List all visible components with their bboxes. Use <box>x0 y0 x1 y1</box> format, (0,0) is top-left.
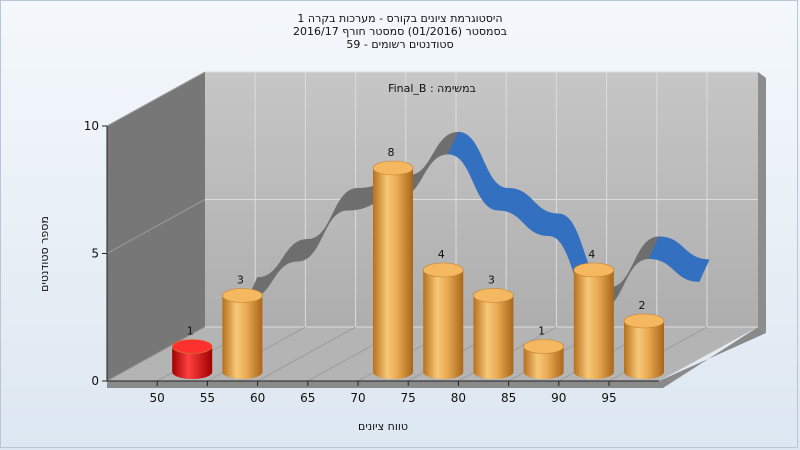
grid-line-floor <box>257 326 356 382</box>
bar-value-label: 4 <box>438 248 445 261</box>
bar-70: 8 <box>372 146 414 379</box>
y-tick-label: 0 <box>91 374 99 388</box>
x-tick-label: 75 <box>401 391 416 405</box>
bar-body <box>473 295 514 379</box>
y-tick-label: 5 <box>91 247 99 261</box>
bar-body <box>523 346 564 380</box>
bar-top <box>372 160 414 176</box>
bar-top <box>573 262 615 278</box>
bar-top <box>422 262 464 278</box>
grid-line-side <box>106 326 206 382</box>
chart-title-line-3: סטודנטים רשומים - 59 <box>346 38 454 51</box>
x-tick-label: 80 <box>451 391 466 405</box>
bar-50: 1 <box>171 325 213 380</box>
x-tick-label: 70 <box>350 391 365 405</box>
x-tick-label: 60 <box>250 391 265 405</box>
grid-line-side <box>106 199 206 254</box>
x-tick-label: 50 <box>150 391 165 405</box>
bar-value-label: 3 <box>488 274 495 287</box>
bar-body <box>624 321 664 379</box>
x-tick-label: 85 <box>501 391 516 405</box>
bar-top <box>222 288 263 303</box>
bar-95: 2 <box>623 299 665 379</box>
chart-title-line-2: בסמסטר (01/2016) סמסטר חורף 2016/17 <box>293 25 507 38</box>
bar-value-label: 4 <box>588 248 595 261</box>
x-tick-label: 55 <box>200 391 215 405</box>
bars-group: 1 3 8 4 3 1 4 2 <box>171 146 665 380</box>
grid-line-side <box>106 71 206 127</box>
bar-75: 4 <box>422 248 464 380</box>
chart-title-line-1: היסטוגרמת ציונים בקורס - מערכות בקרה 1 <box>297 12 503 25</box>
bar-value-label: 3 <box>237 274 244 287</box>
bar-body <box>222 295 263 380</box>
floor-shadow <box>107 327 766 388</box>
bar-55: 3 <box>222 274 263 380</box>
x-tick-label: 65 <box>300 391 315 405</box>
x-axis-ticks: 50 55 60 65 70 75 80 85 90 95 <box>150 381 617 405</box>
chart-subtitle: במשימה : Final_B <box>388 82 476 95</box>
chart-titles: היסטוגרמת ציונים בקורס - מערכות בקרה 1 ב… <box>0 12 800 51</box>
bar-90: 4 <box>573 248 615 380</box>
bar-value-label: 2 <box>639 299 646 312</box>
bar-value-label: 8 <box>388 146 395 159</box>
bar-85: 1 <box>523 325 564 380</box>
right-wall-shadow <box>758 72 766 333</box>
y-axis-title: מספר סטודנטים <box>38 216 51 292</box>
x-tick-label: 90 <box>551 391 566 405</box>
bar-top <box>623 313 665 329</box>
x-axis-title: טווח ציונים <box>358 420 408 433</box>
bar-body <box>573 270 614 380</box>
bar-body <box>423 270 464 380</box>
bar-value-label: 1 <box>538 325 545 338</box>
y-tick-label: 10 <box>84 119 99 133</box>
bar-top <box>473 288 514 303</box>
bar-value-label: 1 <box>187 325 194 338</box>
bar-body <box>172 346 213 380</box>
bar-top <box>523 339 564 354</box>
curve-segment <box>648 236 710 282</box>
bar-body <box>373 168 413 379</box>
bar-top <box>171 339 213 354</box>
y-axis-ticks: 0 5 10 <box>84 119 107 388</box>
bar-80: 3 <box>473 274 514 379</box>
x-tick-label: 95 <box>601 391 616 405</box>
